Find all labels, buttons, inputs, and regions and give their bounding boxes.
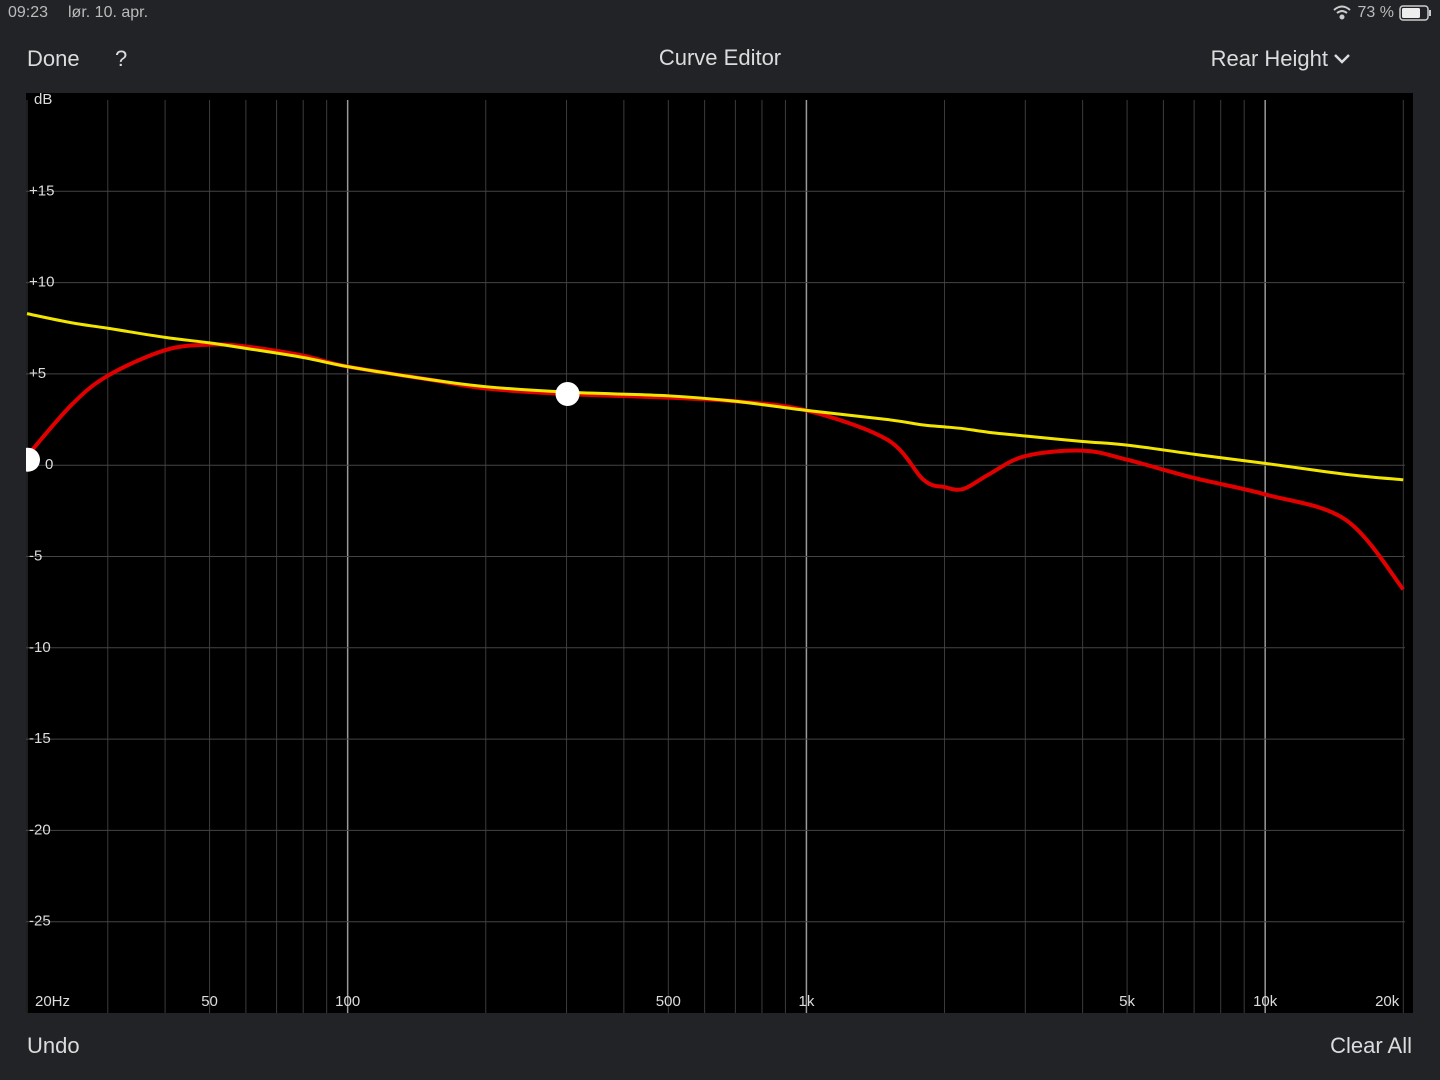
nav-title: Curve Editor (659, 45, 781, 70)
control-point[interactable] (16, 447, 40, 472)
curve (26, 312, 1404, 482)
x-tick-label: 1k (798, 993, 814, 1010)
y-tick-label: +15 (29, 182, 54, 199)
y-tick-label: 0 (45, 456, 53, 473)
y-tick-label: +5 (29, 365, 46, 382)
y-tick-label: -20 (29, 821, 51, 838)
y-axis-label: dB (34, 91, 52, 108)
plot (16, 100, 1405, 1013)
channel-selector[interactable]: Rear Height (1211, 46, 1328, 71)
x-tick-label: 500 (656, 993, 681, 1010)
battery-percent: 73 % (1358, 4, 1394, 21)
plot-area[interactable] (26, 93, 1413, 1013)
x-tick-label: 20Hz (35, 993, 70, 1010)
y-tick-label: -15 (29, 730, 51, 747)
y-tick-label: -5 (29, 547, 42, 564)
clear-all-button[interactable]: Clear All (1330, 1033, 1412, 1058)
control-point[interactable] (555, 381, 580, 406)
status-time: 09:23 (8, 4, 48, 21)
help-button[interactable]: ? (115, 46, 127, 71)
x-tick-label: 10k (1253, 993, 1278, 1010)
status-date: lør. 10. apr. (68, 4, 148, 21)
battery-icon (1399, 5, 1431, 21)
x-tick-label: 5k (1119, 993, 1135, 1010)
done-button[interactable]: Done (27, 46, 80, 71)
undo-button[interactable]: Undo (27, 1033, 80, 1058)
x-tick-label: 50 (201, 993, 218, 1010)
x-tick-label: 100 (335, 993, 360, 1010)
y-tick-label: -10 (29, 639, 51, 656)
x-tick-label: 20k (1375, 993, 1400, 1010)
chevron-icon[interactable] (1334, 54, 1350, 64)
y-tick-label: -25 (29, 913, 51, 930)
y-tick-label: +10 (29, 274, 54, 291)
wifi-icon (1333, 5, 1351, 20)
